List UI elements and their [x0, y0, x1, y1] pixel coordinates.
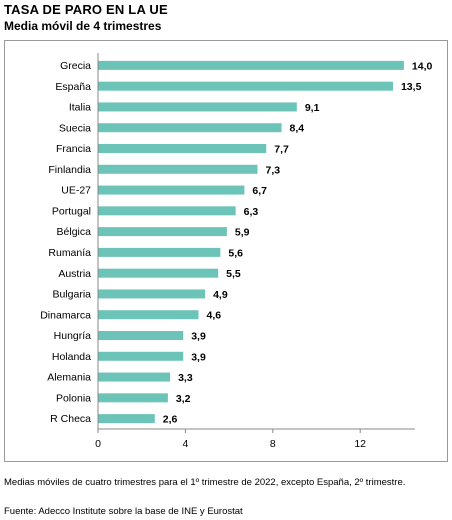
bar-españa	[98, 81, 393, 91]
value-label: 7,7	[274, 144, 289, 156]
value-label: 5,6	[228, 247, 243, 259]
value-label: 4,6	[207, 310, 222, 322]
category-label: Austria	[58, 268, 91, 280]
value-label: 3,9	[191, 331, 206, 343]
value-label: 6,3	[244, 206, 259, 218]
x-tick-label: 0	[95, 438, 101, 450]
bar-polonia	[98, 393, 168, 403]
value-label: 9,1	[305, 102, 320, 114]
category-label: Suecia	[59, 122, 91, 134]
bar-suecia	[98, 123, 282, 133]
category-label: Francia	[56, 143, 91, 155]
category-label: Holanda	[52, 351, 91, 363]
chart-title: TASA DE PARO EN LA UE	[4, 2, 168, 17]
x-tick-label: 12	[354, 438, 366, 450]
value-label: 3,2	[176, 393, 191, 405]
value-label: 14,0	[412, 60, 433, 72]
category-label: Bélgica	[57, 226, 92, 238]
bars-layer	[98, 60, 404, 424]
bar-portugal	[98, 206, 236, 216]
value-label: 6,7	[252, 185, 267, 197]
category-label: UE-27	[61, 185, 91, 197]
bar-chart: Grecia España Italia Suecia Francia Finlandia…	[40, 53, 433, 450]
category-label: Grecia	[60, 60, 91, 72]
bar-r-checa	[98, 414, 155, 424]
category-label: España	[55, 81, 91, 93]
value-label: 2,6	[163, 414, 178, 426]
value-labels: 14,0 13,5 9,18,47,7 7,3 6,7 6,3 5,9 5,6 5,5 4,9 4,…	[163, 60, 433, 425]
category-label: Portugal	[52, 205, 91, 217]
bar-bélgica	[98, 227, 227, 237]
category-label: R Checa	[50, 413, 91, 425]
value-label: 3,3	[178, 372, 193, 384]
chart-frame: Grecia España Italia Suecia Francia Finlandia…	[4, 40, 448, 462]
category-label: Finlandia	[48, 164, 91, 176]
value-label: 3,9	[191, 351, 206, 363]
x-tick-label: 4	[182, 438, 188, 450]
value-label: 8,4	[290, 123, 305, 135]
x-axis: 0 4 8 12	[95, 53, 415, 450]
category-label: Hungría	[54, 330, 92, 342]
footnote: Medias móviles de cuatro trimestres para…	[4, 477, 406, 488]
bar-bulgaria	[98, 289, 206, 299]
category-label: Bulgaria	[52, 289, 91, 301]
category-label: Italia	[69, 102, 91, 114]
bar-dinamarca	[98, 310, 199, 320]
bar-alemania	[98, 372, 171, 382]
category-label: Alemania	[47, 372, 91, 384]
value-label: 7,3	[266, 164, 281, 176]
category-label: Dinamarca	[40, 309, 91, 321]
value-label: 13,5	[401, 81, 422, 93]
bar-ue-27	[98, 185, 245, 195]
source-note: Fuente: Adecco Institute sobre la base d…	[4, 506, 243, 517]
value-label: 4,9	[213, 289, 228, 301]
category-label: Polonia	[56, 392, 91, 404]
value-label: 5,5	[226, 268, 241, 280]
bar-austria	[98, 268, 219, 278]
value-label: 5,9	[235, 227, 250, 239]
chart-subtitle: Media móvil de 4 trimestres	[4, 19, 162, 33]
category-label: Rumanía	[48, 247, 91, 259]
x-tick-label: 8	[270, 438, 276, 450]
bar-italia	[98, 102, 297, 112]
bar-finlandia	[98, 164, 258, 174]
bar-hungría	[98, 331, 184, 340]
bar-rumanía	[98, 247, 221, 257]
bar-grecia	[98, 60, 404, 70]
bar-francia	[98, 144, 267, 153]
bar-holanda	[98, 351, 184, 361]
category-labels: Grecia España Italia Suecia Francia Finlandia…	[40, 60, 91, 425]
